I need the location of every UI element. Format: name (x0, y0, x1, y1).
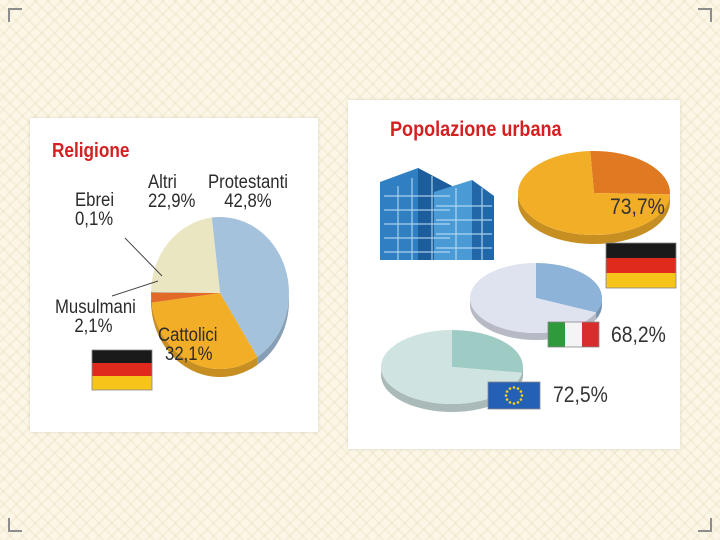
urban-value-slice (381, 330, 523, 404)
urban-value-slice-side (381, 367, 523, 412)
urban-value-slice-side (470, 298, 597, 340)
cattolici-label: Cattolici (158, 325, 218, 346)
ebrei-leader-line (124, 237, 163, 277)
eu-flag (487, 381, 541, 410)
slice-label-cattolici: Cattolici 32,1% (158, 326, 217, 364)
corner-bottom-right (698, 518, 712, 532)
slice-label-musulmani: Musulmani 2,1% (55, 298, 136, 336)
eu-star-icon (516, 387, 520, 390)
slice-ebrei (151, 292, 220, 293)
altri-value: 22,9% (148, 191, 196, 212)
eu-star-icon (508, 387, 512, 390)
italy-urban-value: 68,2% (611, 322, 666, 347)
eu-urban-value: 72,5% (553, 382, 608, 407)
slice-protestanti (211, 217, 289, 357)
musulmani-leader-line (111, 280, 159, 297)
corner-top-left (8, 8, 22, 22)
urban-value-slice-side (518, 193, 670, 244)
germany-urban-value: 73,7% (610, 194, 665, 219)
eu-star-icon (504, 394, 508, 397)
altri-label: Altri (148, 172, 177, 193)
urban-rest-slice-side (522, 367, 523, 381)
urban-rest-slice (590, 151, 670, 195)
ebrei-label: Ebrei (75, 190, 115, 211)
urban-rest-slice-side (596, 298, 602, 320)
slice-cattolici (151, 293, 258, 370)
urban-value-slice (470, 263, 597, 333)
slice-cattolici-side (151, 302, 258, 378)
protestanti-label: Protestanti (208, 172, 288, 193)
germany-flag (605, 242, 677, 289)
religione-panel: Religione Altri 22,9% Protestanti 42,8% … (30, 118, 318, 432)
urban-value-slice (518, 151, 670, 236)
urban-pie-eu (381, 330, 523, 412)
popolazione-urbana-panel: Popolazione urbana 73,7% 68,2% 72,5% (348, 100, 680, 449)
slice-musulmani-side (151, 293, 152, 311)
ebrei-value: 0,1% (75, 209, 114, 230)
eu-star-icon (508, 401, 512, 404)
eu-star-icon (519, 390, 523, 393)
religione-chart (91, 217, 289, 391)
eu-star-icon (512, 402, 516, 405)
slice-label-altri: Altri 22,9% (148, 173, 195, 211)
religione-title: Religione (52, 140, 130, 162)
eu-star-icon (512, 386, 516, 389)
urban-pie-italy (470, 263, 602, 340)
musulmani-label: Musulmani (55, 297, 136, 318)
slice-protestanti-side (257, 293, 289, 365)
corner-top-right (698, 8, 712, 22)
urban-rest-slice (452, 330, 523, 373)
germany-flag (91, 349, 153, 391)
urban-rest-slice (536, 263, 602, 313)
musulmani-value: 2,1% (74, 316, 113, 337)
slice-label-protestanti: Protestanti 42,8% (208, 173, 288, 211)
eu-star-icon (505, 390, 509, 393)
italy-flag (547, 321, 600, 348)
protestanti-value: 42,8% (224, 191, 272, 212)
eu-star-icon (519, 398, 523, 401)
cattolici-value: 32,1% (165, 344, 213, 365)
corner-bottom-left (8, 518, 22, 532)
eu-star-icon (505, 398, 509, 401)
slice-altri (151, 217, 220, 293)
popolazione-urbana-title: Popolazione urbana (390, 118, 562, 141)
urban-pie-germany (518, 151, 670, 244)
popolazione-urbana-chart (380, 151, 677, 412)
eu-star-icon (516, 401, 520, 404)
building-icon (380, 168, 494, 260)
slice-musulmani (151, 292, 220, 303)
slice-label-ebrei: Ebrei 0,1% (75, 191, 114, 229)
eu-star-icon (520, 394, 524, 397)
